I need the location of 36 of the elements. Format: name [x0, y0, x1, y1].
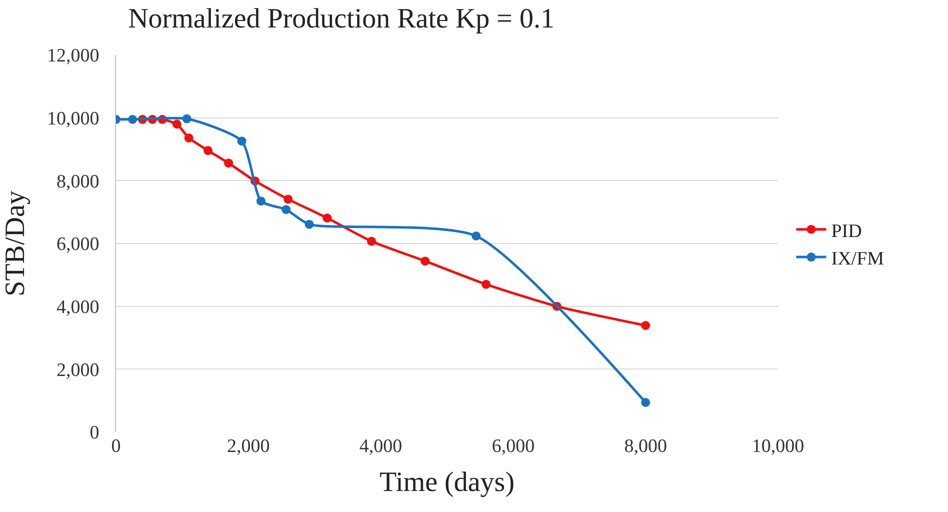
point — [204, 146, 213, 156]
point — [224, 158, 234, 168]
point — [304, 220, 314, 229]
point — [641, 321, 650, 330]
chart-title: Normalized Production Rate Kp = 0.1 — [128, 3, 554, 34]
point — [367, 236, 376, 246]
point — [641, 398, 650, 407]
point — [128, 114, 138, 124]
legend-label: IX/FM — [831, 248, 884, 270]
point — [172, 120, 182, 129]
point — [482, 280, 491, 289]
x-tick-label: 4,000 — [359, 436, 402, 457]
x-axis-title: Time (days) — [379, 467, 515, 498]
y-tick-label: 0 — [90, 422, 100, 444]
point — [256, 196, 266, 206]
legend-label: PID — [831, 220, 862, 242]
point — [237, 136, 246, 146]
point — [282, 205, 291, 214]
x-tick-label: 8,000 — [624, 436, 667, 457]
point — [420, 256, 430, 266]
y-tick-label: 6,000 — [56, 234, 100, 256]
x-tick-label: 6,000 — [492, 436, 535, 457]
y-tick-label: 4,000 — [56, 296, 100, 318]
y-axis-title: STB/Day — [0, 190, 31, 296]
point — [184, 133, 194, 142]
y-tick-label: 10,000 — [46, 108, 100, 130]
y-tick-label: 8,000 — [56, 171, 100, 192]
point — [284, 194, 293, 204]
point — [472, 231, 481, 240]
y-tick-label: 2,000 — [56, 360, 100, 381]
y-tick-label: 12,000 — [46, 46, 100, 67]
point — [322, 214, 332, 223]
x-tick-label: 10,000 — [752, 436, 804, 457]
x-tick-label: 0 — [111, 436, 121, 457]
x-tick-label: 2,000 — [227, 436, 270, 457]
point — [182, 114, 192, 124]
